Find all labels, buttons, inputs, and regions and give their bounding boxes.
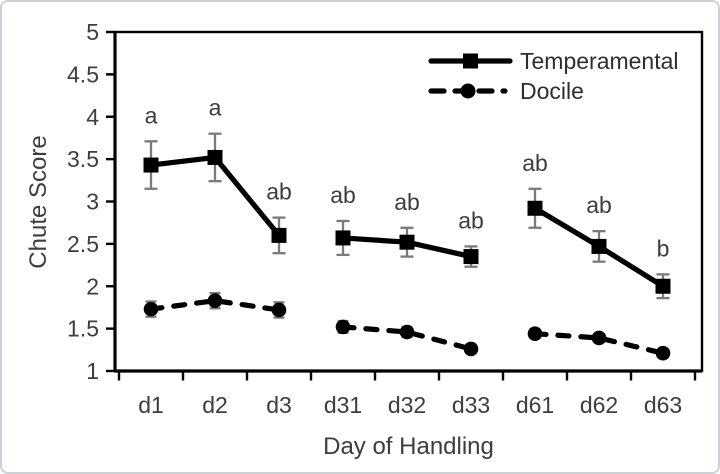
- y-tick-label: 4.5: [67, 61, 99, 87]
- x-tick-label: d3: [266, 392, 292, 418]
- data-point-marker-temperamental: [527, 200, 543, 216]
- data-point-marker-temperamental: [271, 227, 287, 243]
- y-tick-label: 4: [86, 104, 99, 130]
- legend-dashed-line-circle-icon: [428, 83, 508, 99]
- significance-label: ab: [394, 189, 420, 215]
- x-tick-label: d61: [516, 392, 554, 418]
- data-point-marker-temperamental: [399, 234, 415, 250]
- legend-solid-line-square-icon: [428, 53, 513, 69]
- legend-item-docile: Docile: [428, 76, 679, 106]
- x-tick-label: d32: [388, 392, 426, 418]
- data-point-marker-docile: [271, 302, 287, 318]
- data-point-marker-temperamental: [207, 149, 223, 165]
- legend-label: Temperamental: [520, 48, 679, 74]
- x-axis-title: Day of Handling: [323, 433, 494, 460]
- significance-label: a: [145, 102, 158, 128]
- significance-label: ab: [522, 150, 548, 176]
- data-point-marker-docile: [399, 324, 415, 340]
- data-point-marker-temperamental: [591, 238, 607, 254]
- significance-label: ab: [266, 179, 292, 205]
- data-point-marker-docile: [335, 319, 351, 335]
- y-tick-label: 2.5: [67, 231, 99, 257]
- y-tick-label: 2: [86, 273, 99, 299]
- significance-label: a: [209, 95, 222, 121]
- data-point-marker-docile: [591, 330, 607, 346]
- data-point-marker-docile: [207, 293, 223, 308]
- y-tick-label: 3.5: [67, 146, 99, 172]
- series-line-docile: [148, 298, 282, 313]
- x-tick-label: d2: [202, 392, 228, 418]
- y-axis-title: Chute Score: [25, 135, 52, 269]
- data-point-marker-docile: [527, 326, 543, 342]
- series-line-docile: [532, 331, 666, 356]
- significance-label: ab: [458, 207, 484, 233]
- y-tick-label: 1.5: [67, 316, 99, 342]
- y-tick-label: 3: [86, 189, 99, 215]
- y-tick-label: 1: [86, 358, 99, 384]
- legend-label: Docile: [520, 78, 584, 104]
- series-line-docile: [340, 324, 474, 352]
- x-tick-label: d31: [324, 392, 362, 418]
- significance-label: ab: [330, 182, 356, 208]
- significance-label: b: [657, 235, 670, 261]
- chart-legend: Temperamental Docile: [428, 46, 679, 106]
- data-point-marker-docile: [655, 345, 671, 361]
- x-tick-label: d1: [138, 392, 164, 418]
- data-point-marker-docile: [463, 341, 479, 357]
- significance-label: ab: [586, 192, 612, 218]
- x-tick-label: d63: [644, 392, 682, 418]
- y-tick-label: 5: [86, 19, 99, 45]
- data-point-marker-temperamental: [655, 278, 671, 294]
- data-point-marker-temperamental: [335, 230, 351, 246]
- legend-item-temperamental: Temperamental: [428, 46, 679, 76]
- data-point-marker-temperamental: [463, 249, 479, 265]
- x-tick-label: d62: [580, 392, 618, 418]
- data-point-marker-temperamental: [143, 157, 159, 173]
- x-tick-label: d33: [452, 392, 490, 418]
- data-point-marker-docile: [143, 301, 159, 317]
